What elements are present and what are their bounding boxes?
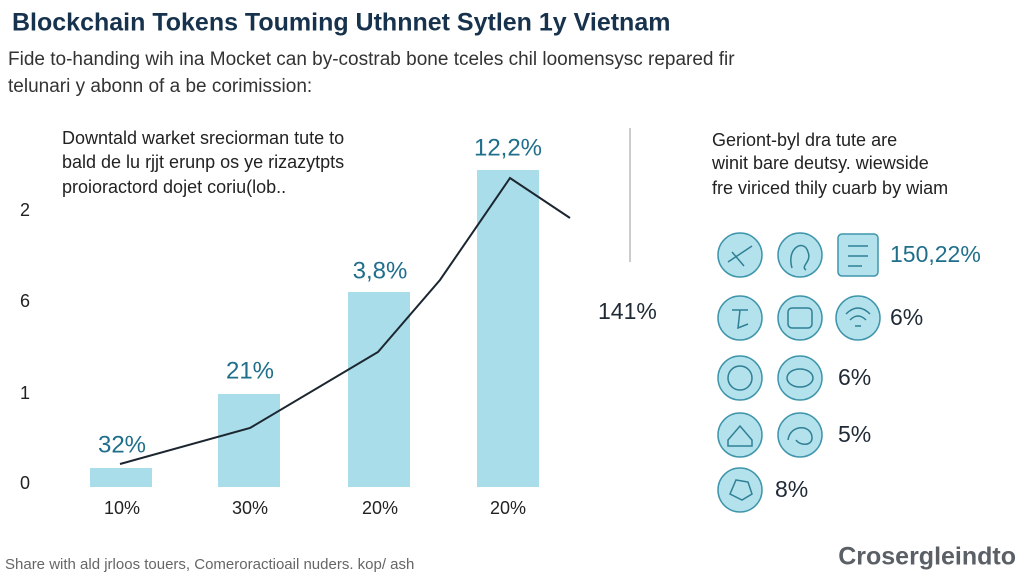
chart-note: bald de lu rjjt erunp os ye rizazytpts [62, 152, 344, 172]
stat: 8% [775, 476, 808, 502]
stat: 6% [890, 304, 923, 330]
stat: 5% [838, 421, 871, 447]
bar-label: 21% [226, 357, 274, 384]
subtitle: Fide to-handing wih ina Mocket can by-co… [8, 49, 735, 70]
chart-note: proioractord dojet coriu(lob.. [62, 177, 286, 197]
category-label: 20% [490, 498, 526, 518]
category-label: 20% [362, 498, 398, 518]
panel-note: fre viriced thily cuarb by wiam [712, 178, 948, 198]
chart-note: Downtald warket sreciorman tute to [62, 128, 344, 148]
stat: 6% [838, 364, 871, 390]
axis-label: 2 [20, 200, 30, 220]
subtitle: telunari y abonn of a be corimission: [8, 76, 312, 97]
axis-label: 0 [20, 473, 30, 493]
panel-note: winit bare deutsy. wiewside [711, 153, 929, 173]
bar [348, 292, 410, 487]
bar [218, 394, 280, 487]
panel-note: Geriont-byl dra tute are [712, 130, 897, 150]
axis-label: 6 [20, 291, 30, 311]
category-label: 30% [232, 498, 268, 518]
brand: Crosergleindto [838, 543, 1016, 571]
bar-label: 32% [98, 431, 146, 458]
side-label: 141% [598, 298, 657, 324]
bar-label: 3,8% [353, 257, 408, 284]
category-label: 10% [104, 498, 140, 518]
bar [90, 468, 152, 487]
footer-caption: Share with ald jrloos touers, Comeroract… [5, 556, 414, 573]
icons [717, 232, 881, 513]
stat: 150,22% [890, 241, 981, 267]
bar-label: 12,2% [474, 134, 542, 161]
bar [477, 170, 539, 487]
axis-label: 1 [20, 383, 30, 403]
trend-line [119, 176, 571, 465]
title: Blockchain Tokens Touming Uthnnet Sytlen… [12, 9, 670, 37]
